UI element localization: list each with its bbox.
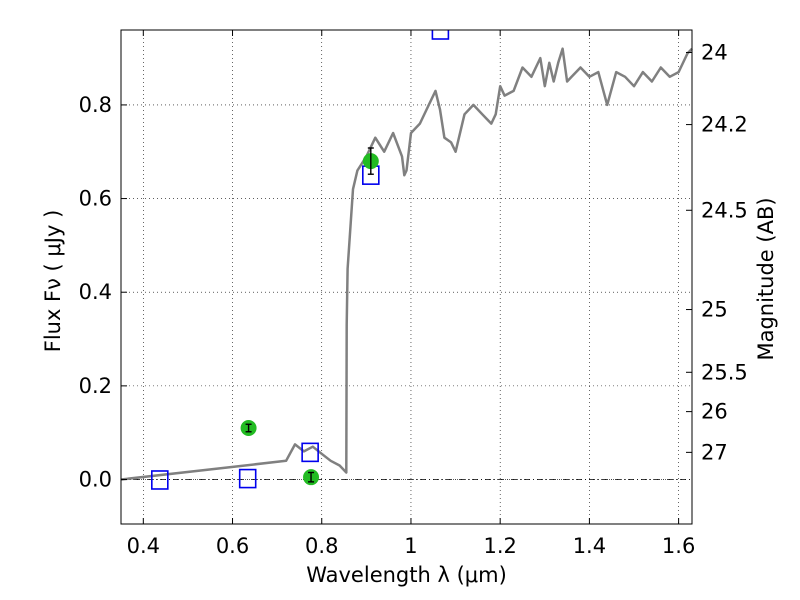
photometry-points xyxy=(151,30,450,490)
x-tick-label: 0.6 xyxy=(216,534,249,558)
right-axis-ticks: 24 24.2 24.5 25 25.5 26 27 xyxy=(686,40,748,464)
plot-frame xyxy=(120,29,693,525)
x-tick-label: 1.6 xyxy=(662,534,695,558)
x-axis-label: Wavelength λ (μm) xyxy=(306,563,507,587)
y-tick-label: 0.0 xyxy=(79,468,112,492)
right-tick-label: 25.5 xyxy=(701,360,748,384)
y-tick-label: 0.6 xyxy=(79,187,112,211)
x-tick-label: 1 xyxy=(404,534,417,558)
right-tick-label: 24 xyxy=(701,40,728,64)
x-axis-ticks: 0.4 0.6 0.8 1 1.2 1.4 1.6 xyxy=(127,30,695,558)
y-axis-ticks: 0.0 0.2 0.4 0.6 0.8 xyxy=(79,93,127,492)
y-axis-label: Flux Fν ( μJy ) xyxy=(41,210,65,353)
x-tick-label: 1.4 xyxy=(573,534,606,558)
model-photometry-square xyxy=(151,470,169,490)
right-tick-label: 25 xyxy=(701,298,728,322)
x-tick-label: 1.2 xyxy=(483,534,516,558)
right-tick-label: 24.5 xyxy=(701,198,748,222)
model-photometry-square xyxy=(238,468,257,489)
right-tick-label: 26 xyxy=(701,400,728,424)
right-tick-label: 24.2 xyxy=(701,113,748,137)
model-spectrum-line xyxy=(120,47,693,481)
x-tick-label: 0.4 xyxy=(127,534,160,558)
model-photometry-square xyxy=(301,442,319,463)
y-tick-label: 0.2 xyxy=(79,374,112,398)
model-photometry-square xyxy=(431,30,450,40)
y-tick-label: 0.4 xyxy=(79,280,112,304)
right-axis-label: Magnitude (AB) xyxy=(754,197,778,360)
y-tick-label: 0.8 xyxy=(79,93,112,117)
x-tick-label: 0.8 xyxy=(305,534,338,558)
model-spectrum-series xyxy=(120,47,693,481)
right-tick-label: 27 xyxy=(701,440,728,464)
